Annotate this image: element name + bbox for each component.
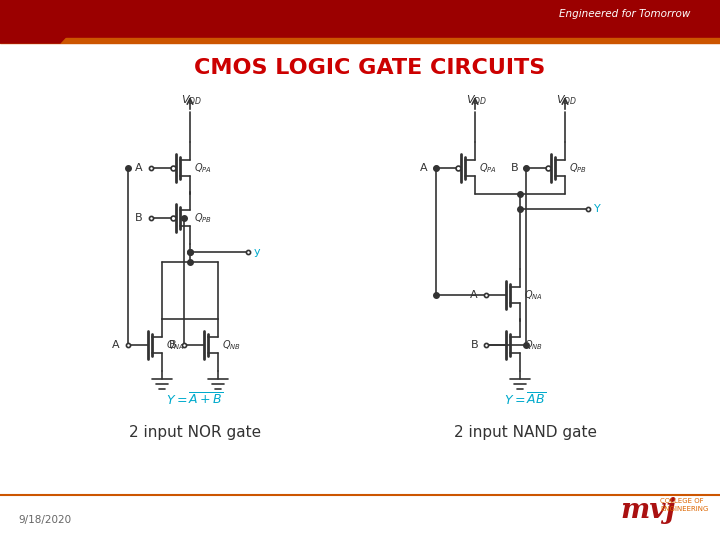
Text: COLLEGE OF
ENGINEERING: COLLEGE OF ENGINEERING bbox=[660, 498, 708, 512]
Text: B: B bbox=[510, 163, 518, 173]
Text: B: B bbox=[135, 213, 143, 223]
Text: $V_{DD}$: $V_{DD}$ bbox=[557, 93, 577, 107]
Text: Engineered for Tomorrow: Engineered for Tomorrow bbox=[559, 9, 690, 19]
Text: $Y = \overline{AB}$: $Y = \overline{AB}$ bbox=[504, 392, 546, 408]
Text: $Q_{PB}$: $Q_{PB}$ bbox=[194, 211, 212, 225]
Text: $Q_{PB}$: $Q_{PB}$ bbox=[569, 161, 587, 175]
Text: CMOS LOGIC GATE CIRCUITS: CMOS LOGIC GATE CIRCUITS bbox=[194, 58, 546, 78]
Text: $Q_{NA}$: $Q_{NA}$ bbox=[166, 338, 185, 352]
Text: $Q_{PA}$: $Q_{PA}$ bbox=[194, 161, 212, 175]
Text: $Q_{NB}$: $Q_{NB}$ bbox=[222, 338, 241, 352]
Text: B: B bbox=[168, 340, 176, 350]
Text: $Q_{NA}$: $Q_{NA}$ bbox=[524, 288, 543, 302]
Text: 2 input NAND gate: 2 input NAND gate bbox=[454, 424, 596, 440]
Text: A: A bbox=[420, 163, 428, 173]
Text: y: y bbox=[254, 247, 261, 257]
Text: Y: Y bbox=[594, 204, 600, 214]
Text: $Q_{NB}$: $Q_{NB}$ bbox=[524, 338, 543, 352]
Polygon shape bbox=[0, 0, 100, 43]
Text: $Y = \overline{A + B}$: $Y = \overline{A + B}$ bbox=[166, 392, 224, 408]
Bar bbox=[0, 0, 720, 42]
Text: A: A bbox=[470, 290, 478, 300]
Text: A: A bbox=[135, 163, 143, 173]
Text: 2 input NOR gate: 2 input NOR gate bbox=[129, 424, 261, 440]
Text: $V_{DD}$: $V_{DD}$ bbox=[467, 93, 487, 107]
Text: B: B bbox=[470, 340, 478, 350]
Bar bbox=[0, 38, 720, 43]
Text: mvj: mvj bbox=[620, 496, 675, 523]
Text: $V_{DD}$: $V_{DD}$ bbox=[181, 93, 202, 107]
Text: $Q_{PA}$: $Q_{PA}$ bbox=[479, 161, 497, 175]
Text: A: A bbox=[112, 340, 120, 350]
Text: 9/18/2020: 9/18/2020 bbox=[18, 515, 71, 525]
